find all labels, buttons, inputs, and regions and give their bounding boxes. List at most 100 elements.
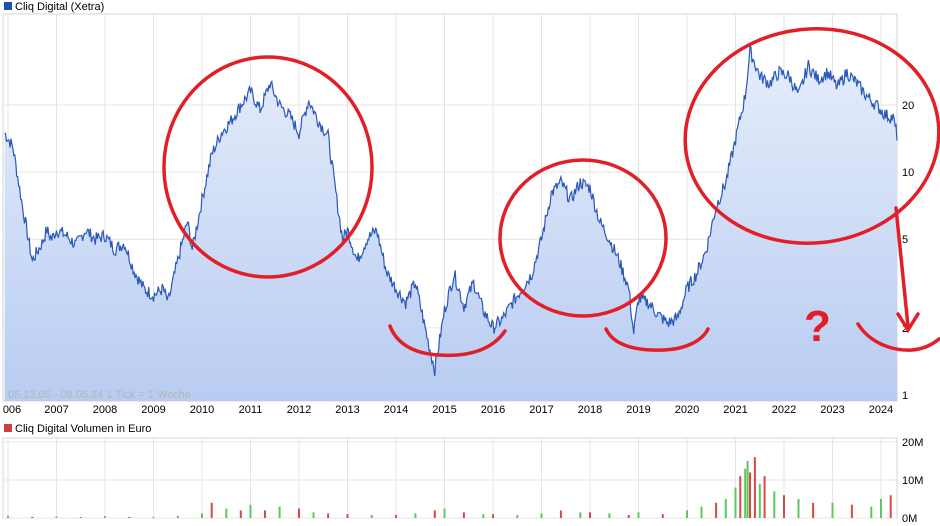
volume-bar: [880, 499, 882, 518]
volume-bar: [7, 515, 9, 518]
x-tick-label: 2012: [287, 404, 311, 416]
volume-bar: [298, 508, 300, 518]
volume-bar: [55, 516, 58, 518]
volume-y-tick-label: 0M: [902, 513, 917, 525]
price-legend: Cliq Digital (Xetra): [4, 1, 104, 13]
y-tick-label: 5: [902, 234, 908, 246]
x-tick-label: 2019: [626, 404, 650, 416]
y-tick-label: 2: [902, 323, 908, 335]
volume-bar: [210, 502, 213, 518]
volume-bar: [128, 516, 131, 518]
price-panel: 006 2007 2008 2009 2010 2011 2012 2013 2014 2015 2…: [2, 13, 914, 416]
volume-y-axis: 0M 10M 20M: [902, 437, 923, 525]
price-area: [4, 45, 898, 402]
volume-bar: [627, 515, 630, 518]
annotations: [162, 27, 940, 358]
volume-bar: [482, 514, 485, 518]
x-tick-label: 2015: [432, 404, 456, 416]
circle-2018-peak: [498, 158, 668, 318]
down-arrow: [894, 206, 920, 334]
volume-bar: [201, 513, 203, 518]
volume-bar: [104, 516, 106, 518]
volume-bar: [746, 461, 749, 518]
question-mark: ?: [804, 302, 831, 351]
volume-bar: [661, 514, 664, 518]
volume-plot-frame: [2, 437, 898, 519]
volume-bar: [763, 476, 766, 518]
volume-bar: [734, 487, 737, 518]
volume-bar: [715, 502, 718, 518]
x-tick-label: 2007: [44, 404, 68, 416]
volume-bar: [783, 495, 785, 518]
volume-bar: [540, 513, 543, 518]
volume-bar: [278, 506, 281, 518]
volume-bar: [686, 510, 688, 518]
x-tick-label: 2023: [820, 404, 844, 416]
volume-bar: [152, 516, 155, 518]
range-note: 05.12.05 - 08.05.24 1 Tick = 1 Woche: [8, 389, 191, 401]
x-tick-label: 2021: [723, 404, 747, 416]
volume-y-tick-label: 10M: [902, 475, 923, 487]
x-tick-label: 2014: [384, 404, 408, 416]
circle-2022-peak: [683, 27, 940, 245]
y-tick-label: 10: [902, 167, 914, 179]
x-tick-label: 2024: [869, 404, 893, 416]
price-y-axis: 1 2 5 10 20: [902, 100, 914, 402]
volume-bar: [744, 468, 747, 518]
volume-bar: [462, 512, 465, 518]
y-tick-label: 20: [902, 100, 914, 112]
x-tick-label: 2009: [141, 404, 165, 416]
volume-bar: [414, 513, 417, 518]
x-tick-label: 2010: [190, 404, 214, 416]
price-x-axis: 006 2007 2008 2009 2010 2011 2012 2013 2014 2015 2…: [3, 404, 893, 416]
x-tick-label: 2008: [93, 404, 117, 416]
volume-bar: [370, 515, 373, 518]
price-line: [4, 43, 898, 377]
volume-bar: [327, 513, 330, 518]
volume-bar: [889, 495, 892, 518]
bottom-arc-future: [856, 322, 940, 352]
volume-bar: [797, 499, 800, 518]
volume-bar: [739, 476, 742, 518]
volume-bar: [637, 512, 640, 518]
volume-bar: [79, 517, 82, 518]
volume-bar: [443, 508, 446, 518]
volume-bar: [225, 508, 228, 518]
x-tick-label: 2017: [529, 404, 553, 416]
volume-bar: [579, 512, 582, 518]
volume-bar: [700, 506, 703, 518]
volume-bar: [724, 499, 727, 518]
volume-bar: [239, 510, 242, 518]
volume-bar: [249, 504, 252, 518]
volume-bar: [395, 515, 397, 518]
x-tick-label: 2013: [335, 404, 359, 416]
volume-bar: [773, 491, 776, 518]
volume-bar: [433, 510, 436, 518]
x-tick-label: 2022: [772, 404, 796, 416]
x-tick-label: 2011: [239, 404, 263, 416]
volume-bar: [31, 516, 34, 518]
x-tick-label: 2018: [578, 404, 602, 416]
volume-bar: [264, 510, 266, 518]
volume-bar: [749, 472, 751, 518]
volume-legend-label: Cliq Digital Volumen in Euro: [15, 423, 151, 435]
volume-bar: [176, 515, 179, 518]
volume-bar: [870, 506, 873, 518]
volume-bar: [589, 512, 591, 518]
volume-bar: [516, 515, 519, 518]
volume-bar: [831, 502, 834, 518]
bottom-arc-2015: [388, 324, 507, 358]
volume-bar: [753, 457, 756, 518]
circle-2011-peak: [162, 55, 374, 279]
volume-y-tick-label: 20M: [902, 437, 923, 449]
volume-bar: [850, 504, 853, 518]
volume-bars: [7, 457, 892, 518]
volume-bar: [812, 502, 815, 518]
volume-legend: Cliq Digital Volumen in Euro: [4, 423, 151, 435]
x-tick-label: 006: [3, 404, 21, 416]
y-tick-label: 1: [902, 390, 908, 402]
x-tick-label: 2016: [481, 404, 505, 416]
volume-bar: [346, 514, 349, 518]
volume-legend-swatch: [4, 424, 12, 432]
